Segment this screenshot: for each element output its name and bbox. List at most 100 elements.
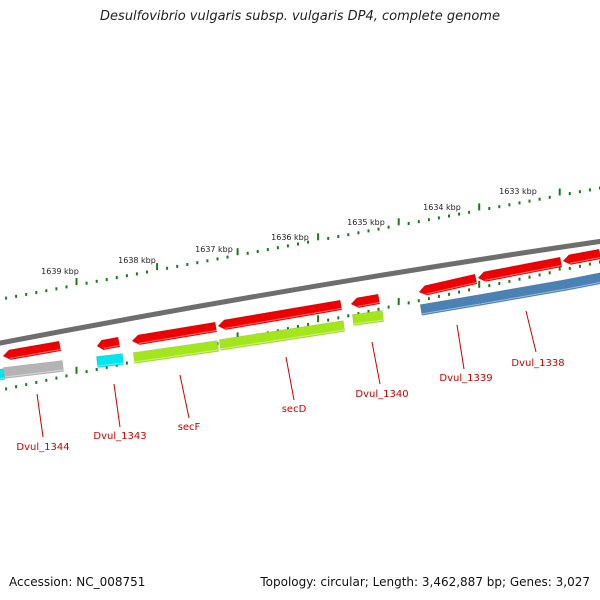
scale-ticks — [5, 186, 600, 391]
minor-tick — [266, 248, 269, 252]
minor-tick — [518, 277, 521, 281]
feature-blue-dvul-1338-highlight — [480, 288, 567, 305]
minor-tick — [15, 385, 18, 389]
feature-blue-next-highlight — [566, 281, 600, 290]
cds-arrow-secd-highlight — [224, 307, 342, 329]
minor-tick — [337, 235, 340, 238]
minor-tick — [548, 195, 551, 199]
feature-cyan-dvul-1343 — [96, 353, 124, 368]
gene-label-leader — [285, 356, 295, 401]
minor-tick — [135, 272, 138, 276]
genome-summary: Topology: circular; Length: 3,462,887 bp… — [260, 575, 590, 589]
feature-green-dvul-1340 — [352, 310, 384, 326]
scale-labels: 1639 kbp 1638 kbp 1637 kbp 1636 kbp 1635… — [41, 187, 537, 276]
cds-arrow-next-highlight — [569, 257, 600, 264]
minor-tick — [146, 270, 148, 274]
feature-blue-next — [564, 272, 600, 291]
minor-tick — [286, 244, 289, 248]
minor-tick — [357, 312, 360, 316]
minor-tick — [55, 376, 58, 380]
gene-label-leader — [456, 324, 465, 370]
minor-tick — [578, 264, 581, 268]
gene-label-leader — [36, 393, 44, 438]
major-tick — [478, 280, 481, 288]
major-tick — [156, 263, 159, 271]
gene-label: Dvul_1343 — [93, 431, 146, 442]
minor-tick — [548, 271, 551, 275]
minor-tick — [105, 278, 108, 281]
minor-tick — [85, 281, 88, 285]
minor-tick — [25, 292, 28, 296]
minor-tick — [367, 229, 370, 233]
minor-tick — [276, 246, 279, 250]
feature-green-secf-highlight — [134, 349, 219, 363]
cds-arrow-secd — [217, 299, 343, 331]
gene-label-leader — [371, 341, 381, 385]
gene-label: secD — [282, 404, 307, 415]
minor-tick — [377, 227, 380, 231]
minor-tick — [508, 203, 511, 207]
major-tick — [397, 218, 400, 226]
minor-tick — [297, 242, 299, 246]
cds-arrow-dvul-1340-highlight — [357, 301, 380, 307]
minor-tick — [5, 387, 8, 391]
minor-tick — [166, 266, 169, 270]
minor-tick — [357, 231, 360, 235]
minor-tick — [125, 361, 128, 365]
minor-tick — [65, 374, 68, 378]
gene-features — [0, 248, 600, 381]
minor-tick — [387, 305, 390, 309]
minor-tick — [176, 264, 179, 268]
minor-tick — [407, 301, 410, 305]
minor-tick — [407, 222, 410, 225]
major-tick — [397, 298, 400, 305]
minor-tick — [115, 276, 118, 280]
cds-arrow-dvul-1344 — [2, 340, 62, 360]
minor-tick — [448, 292, 450, 296]
feature-green-secd-highlight — [220, 329, 345, 350]
minor-tick — [65, 285, 68, 289]
gene-label: Dvul_1340 — [355, 389, 408, 400]
minor-tick — [588, 262, 591, 266]
scale-label: 1634 kbp — [423, 203, 461, 212]
minor-tick — [347, 314, 350, 318]
minor-tick — [206, 259, 209, 263]
minor-tick — [286, 327, 289, 331]
gene-label-leader — [113, 383, 121, 428]
minor-tick — [377, 307, 380, 311]
cds-arrow-secf-highlight — [138, 329, 217, 344]
scale-label: 1635 kbp — [347, 218, 385, 227]
cds-arrow-dvul-1340 — [350, 293, 381, 308]
gene-label: secF — [178, 422, 201, 433]
gene-label: Dvul_1339 — [439, 373, 492, 384]
feature-cyan-dvul-1343-highlight — [97, 362, 124, 367]
cds-arrow-dvul-1343 — [96, 336, 121, 351]
feature-gray-dvul-1344 — [3, 360, 64, 379]
minor-tick — [588, 188, 591, 192]
minor-tick — [337, 316, 340, 320]
major-tick — [317, 315, 320, 323]
minor-tick — [85, 370, 88, 374]
minor-tick — [458, 290, 461, 294]
minor-tick — [35, 380, 38, 384]
scale-label: 1636 kbp — [271, 233, 309, 242]
gene-label: Dvul_1338 — [511, 358, 564, 369]
cds-arrow-dvul-1339-highlight — [425, 281, 478, 295]
minor-tick — [347, 233, 350, 237]
minor-tick — [458, 212, 461, 216]
minor-tick — [528, 199, 531, 203]
minor-tick — [226, 255, 229, 259]
scale-label: 1637 kbp — [195, 245, 233, 254]
minor-tick — [437, 216, 440, 220]
minor-tick — [518, 201, 521, 205]
minor-tick — [417, 299, 420, 303]
minor-tick — [327, 318, 330, 322]
minor-tick — [125, 274, 128, 278]
cds-arrow-dvul-1343-highlight — [103, 344, 120, 349]
minor-tick — [5, 296, 8, 300]
minor-tick — [498, 205, 501, 209]
cds-arrow-next — [562, 248, 600, 265]
cds-arrow-dvul-1339 — [418, 273, 478, 296]
minor-tick — [417, 220, 420, 224]
minor-tick — [246, 251, 249, 255]
